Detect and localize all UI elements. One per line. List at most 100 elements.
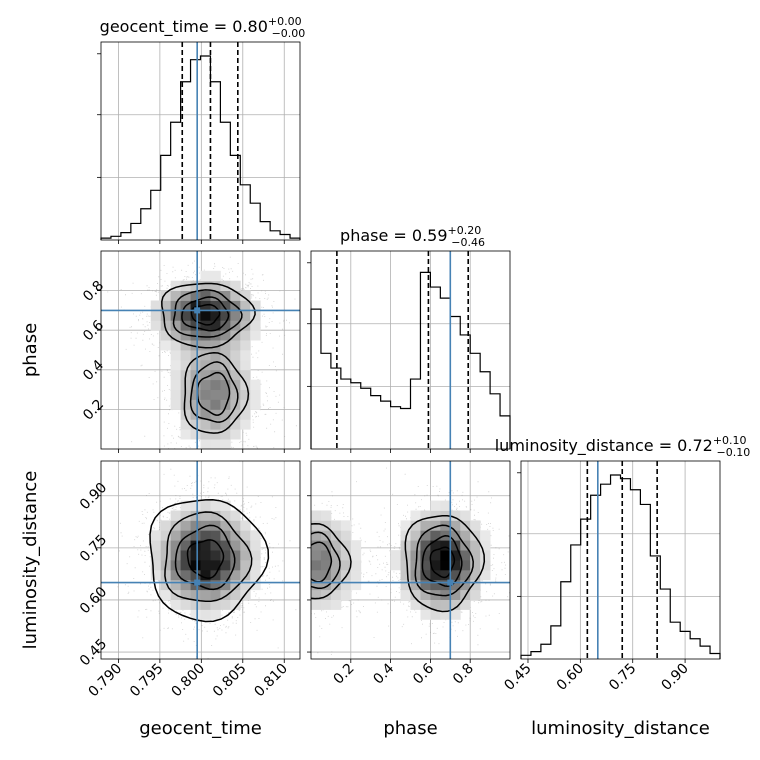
density-bin: [170, 290, 181, 301]
density-bin: [230, 540, 241, 551]
histogram-geocent_time: [100, 55, 301, 240]
density-bin: [440, 540, 451, 551]
density-bin: [340, 520, 352, 531]
density-bin: [160, 520, 172, 531]
panel-frame: [100, 460, 301, 660]
density-bin: [180, 399, 191, 410]
histogram-luminosity_distance: [520, 474, 721, 659]
density-bin: [250, 330, 261, 341]
density-bin: [311, 530, 322, 541]
density-bin: [190, 310, 201, 321]
density-bin: [250, 379, 261, 390]
density-bin: [190, 609, 201, 620]
x-tick-label-geocent_time: 0.805: [210, 661, 250, 701]
density-bin: [230, 369, 241, 381]
density-bin: [480, 569, 491, 581]
density-bin: [200, 379, 211, 390]
density-bin: [340, 540, 352, 551]
density-bin: [220, 330, 231, 341]
density-bin: [190, 350, 201, 361]
density-bin: [350, 579, 362, 591]
density-bin: [180, 419, 191, 430]
density-bin: [220, 579, 231, 591]
density-bin: [180, 350, 191, 361]
density-bin: [450, 510, 461, 521]
histogram-panel-phase: [307, 250, 511, 453]
density-bin: [230, 530, 241, 541]
density-bin: [240, 290, 251, 301]
x-axis-label-phase: phase: [383, 718, 437, 739]
density-bin: [170, 340, 181, 351]
contour-line: [172, 289, 243, 338]
density-bin: [311, 569, 322, 581]
contour-line: [149, 499, 270, 623]
density-bin: [160, 340, 172, 351]
density-bin: [170, 310, 181, 321]
density-bin: [230, 290, 241, 301]
density-bin: [250, 569, 261, 581]
density-bin: [150, 300, 162, 311]
density-bin: [200, 389, 211, 400]
density-bin: [311, 550, 322, 561]
density-bin: [220, 560, 231, 571]
density-bin: [160, 330, 172, 341]
density-bin: [220, 290, 231, 301]
density-bin: [320, 579, 332, 591]
density-bin: [420, 550, 431, 561]
density-bin: [450, 599, 461, 610]
density-bin: [190, 540, 201, 551]
density-bin: [330, 530, 342, 541]
density-bin: [240, 369, 251, 381]
density-bin: [170, 530, 181, 541]
density-bin: [160, 540, 172, 551]
density-bin: [330, 589, 342, 600]
density-bin: [450, 550, 461, 561]
density-bin: [210, 379, 221, 390]
density-bin: [470, 540, 481, 551]
density-bin: [210, 389, 221, 400]
density-bin: [220, 409, 231, 420]
panel-frame: [310, 460, 511, 660]
density-bin: [200, 419, 211, 430]
panel-frame: [100, 250, 301, 450]
density-bin: [250, 399, 261, 410]
density-bin: [180, 550, 191, 561]
contour-line: [311, 531, 341, 590]
density-bin: [190, 379, 201, 390]
density-bin: [200, 560, 211, 571]
title-value: geocent_time = 0.80: [100, 17, 268, 37]
density-bin: [210, 550, 221, 561]
density-bin: [180, 359, 191, 371]
density-bin: [340, 550, 352, 561]
density-bin: [410, 579, 421, 591]
density-bin: [240, 419, 251, 430]
density-bin: [200, 439, 211, 449]
density-bin: [440, 569, 451, 581]
density-bin: [350, 540, 362, 551]
density-bin: [190, 419, 201, 430]
contour-line: [311, 522, 352, 600]
y-tick-label-luminosity_distance: 0.90: [77, 480, 110, 513]
density-bin: [180, 530, 191, 541]
title-value: luminosity_distance = 0.72: [495, 436, 713, 456]
density-bin: [150, 569, 162, 581]
density-bin: [230, 409, 241, 420]
density-bin: [170, 579, 181, 591]
density-bin: [440, 500, 451, 511]
density-bin: [200, 369, 211, 381]
density-bin: [200, 270, 211, 282]
density-bin: [430, 579, 441, 591]
density-bin: [420, 520, 431, 531]
density-bin: [220, 540, 231, 551]
density-bin: [210, 500, 221, 511]
density-bin: [200, 310, 211, 321]
density-bin: [470, 589, 481, 600]
title-minus: −0.00: [272, 27, 306, 40]
density-bin: [220, 439, 231, 449]
density-bin: [210, 320, 221, 331]
x-tick-label-luminosity_distance: 0.90: [659, 661, 692, 694]
y-tick-label-phase: 0.6: [80, 317, 107, 344]
contour-line: [161, 282, 256, 349]
density-bin: [190, 320, 201, 331]
density-bin: [430, 530, 441, 541]
